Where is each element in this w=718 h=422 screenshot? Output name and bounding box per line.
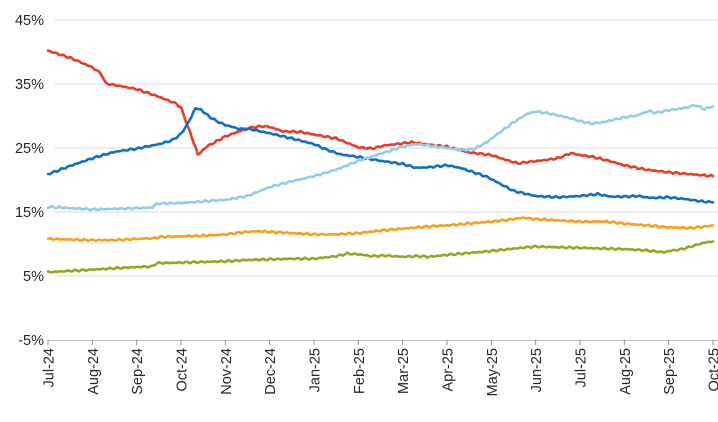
y-axis-tick-label: 35% — [15, 77, 44, 93]
y-axis-tick-label: -5% — [18, 333, 44, 349]
x-axis-tick-label: Aug-24 — [86, 348, 102, 395]
x-axis-tick-label: Feb-25 — [352, 348, 368, 394]
series-olive-line — [48, 241, 713, 272]
y-axis-tick-label: 15% — [15, 205, 44, 221]
x-axis-tick-label: May-25 — [485, 348, 501, 396]
y-axis-tick-label: 25% — [15, 141, 44, 157]
x-axis-tick-label: Jul-25 — [574, 348, 590, 388]
x-axis-tick-label: Oct-25 — [707, 348, 718, 392]
series-orange-line — [48, 218, 713, 242]
x-axis-tick-label: Jan-25 — [308, 348, 324, 392]
x-axis-tick-label: Dec-24 — [263, 348, 279, 395]
y-axis-tick-label: 5% — [23, 269, 44, 285]
x-axis-tick-label: Sep-25 — [662, 348, 678, 395]
series-dark-blue-line — [48, 108, 713, 202]
x-axis-tick-label: Mar-25 — [396, 348, 412, 394]
x-axis-tick-label: Oct-24 — [175, 348, 191, 392]
x-axis-tick-label: Jun-25 — [529, 348, 545, 392]
series-red-line — [48, 51, 713, 177]
x-axis-tick-label: Jul-24 — [42, 348, 58, 388]
series-light-blue-line — [48, 105, 713, 210]
x-axis-tick-label: Aug-25 — [618, 348, 634, 395]
x-axis-tick-label: Nov-24 — [219, 348, 235, 395]
x-axis-tick-label: Apr-25 — [441, 348, 457, 392]
y-axis-tick-label: 45% — [15, 13, 44, 29]
x-axis-tick-label: Sep-24 — [130, 348, 146, 395]
